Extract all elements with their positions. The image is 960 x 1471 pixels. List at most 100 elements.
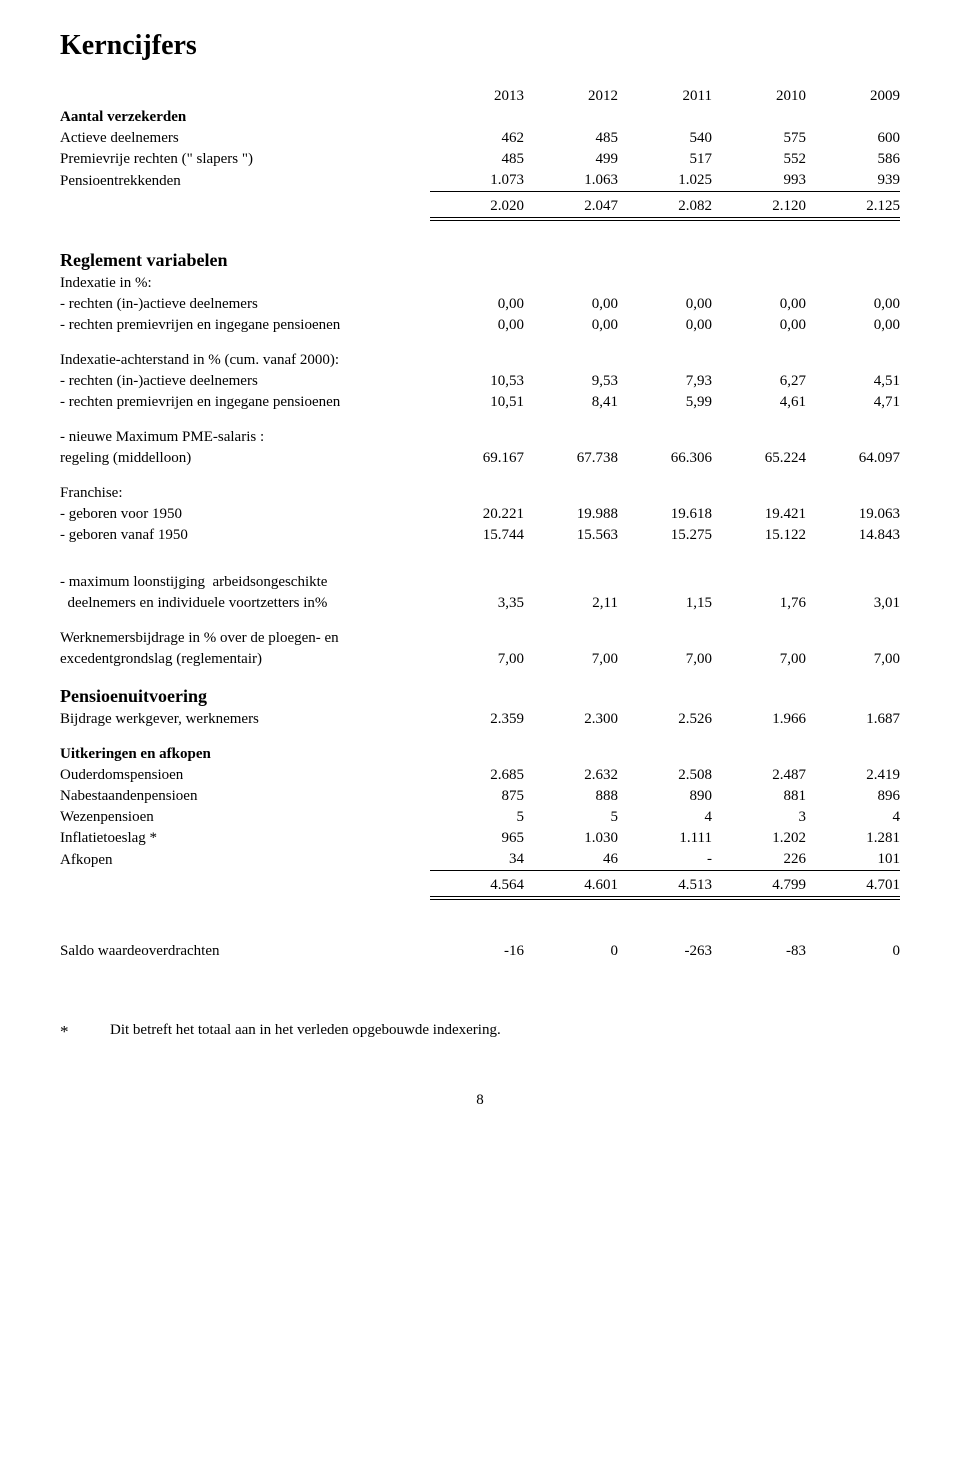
cell: 0,00 xyxy=(524,294,618,315)
cell: 1.687 xyxy=(806,709,900,730)
cell: 15.563 xyxy=(524,525,618,546)
cell: 1.073 xyxy=(430,170,524,192)
cell: -83 xyxy=(712,941,806,962)
row-label: - rechten premievrijen en ingegane pensi… xyxy=(60,392,430,413)
cell: 1,76 xyxy=(712,593,806,614)
row-label: - rechten (in-)actieve deelnemers xyxy=(60,294,430,315)
cell: 0,00 xyxy=(712,294,806,315)
kerncijfers-table: 2013 2012 2011 2010 2009 Aantal verzeker… xyxy=(60,86,900,962)
total-val: 2.020 xyxy=(430,196,524,218)
bijdrage-label: Bijdrage werkgever, werknemers xyxy=(60,709,430,730)
cell: 7,00 xyxy=(618,649,712,670)
cell: 1.202 xyxy=(712,828,806,849)
cell: 0,00 xyxy=(524,315,618,336)
achterstand-label: Indexatie-achterstand in % (cum. vanaf 2… xyxy=(60,350,430,371)
cell: 2.419 xyxy=(806,765,900,786)
table-row: - geboren voor 195020.22119.98819.61819.… xyxy=(60,504,900,525)
year: 2012 xyxy=(524,86,618,107)
cell: 3 xyxy=(712,807,806,828)
cell: 875 xyxy=(430,786,524,807)
row-label: - geboren voor 1950 xyxy=(60,504,430,525)
cell: 888 xyxy=(524,786,618,807)
cell: 46 xyxy=(524,849,618,871)
row-label: - geboren vanaf 1950 xyxy=(60,525,430,546)
cell: 1.030 xyxy=(524,828,618,849)
table-row: Afkopen3446-226101 xyxy=(60,849,900,871)
cell: 7,00 xyxy=(430,649,524,670)
cell: -16 xyxy=(430,941,524,962)
cell: 0,00 xyxy=(618,315,712,336)
table-row: Premievrije rechten (" slapers ")4854995… xyxy=(60,149,900,170)
cell: 0,00 xyxy=(712,315,806,336)
table-row: Actieve deelnemers462485540575600 xyxy=(60,128,900,149)
cell: 881 xyxy=(712,786,806,807)
cell: 67.738 xyxy=(524,448,618,469)
total-val: 4.701 xyxy=(806,875,900,897)
cell: 540 xyxy=(618,128,712,149)
table-row: - rechten premievrijen en ingegane pensi… xyxy=(60,315,900,336)
row-label: Nabestaandenpensioen xyxy=(60,786,430,807)
row-label: Pensioentrekkenden xyxy=(60,170,430,192)
cell: 0,00 xyxy=(806,294,900,315)
cell: 517 xyxy=(618,149,712,170)
cell: 575 xyxy=(712,128,806,149)
table-row: - rechten premievrijen en ingegane pensi… xyxy=(60,392,900,413)
cell: 4,51 xyxy=(806,371,900,392)
cell: 3,01 xyxy=(806,593,900,614)
table-row: - geboren vanaf 195015.74415.56315.27515… xyxy=(60,525,900,546)
cell: 499 xyxy=(524,149,618,170)
loon-label-1: - maximum loonstijging arbeidsongeschikt… xyxy=(60,572,430,593)
cell: -263 xyxy=(618,941,712,962)
cell: 15.744 xyxy=(430,525,524,546)
cell: 2.487 xyxy=(712,765,806,786)
row-label: - rechten premievrijen en ingegane pensi… xyxy=(60,315,430,336)
year: 2011 xyxy=(618,86,712,107)
cell: 15.275 xyxy=(618,525,712,546)
cell: 9,53 xyxy=(524,371,618,392)
cell: 3,35 xyxy=(430,593,524,614)
cell: 890 xyxy=(618,786,712,807)
franchise-label: Franchise: xyxy=(60,483,430,504)
table-row: Pensioentrekkenden1.0731.0631.025993939 xyxy=(60,170,900,192)
cell: 4,61 xyxy=(712,392,806,413)
werk-row: excedentgrondslag (reglementair) 7,00 7,… xyxy=(60,649,900,670)
cell: 2.508 xyxy=(618,765,712,786)
cell: 2,11 xyxy=(524,593,618,614)
cell: 20.221 xyxy=(430,504,524,525)
cell: 8,41 xyxy=(524,392,618,413)
cell: 4 xyxy=(806,807,900,828)
cell: 19.618 xyxy=(618,504,712,525)
cell: 2.685 xyxy=(430,765,524,786)
table-row: Wezenpensioen55434 xyxy=(60,807,900,828)
year-header-row: 2013 2012 2011 2010 2009 xyxy=(60,86,900,107)
cell: 5 xyxy=(524,807,618,828)
year: 2010 xyxy=(712,86,806,107)
cell: 34 xyxy=(430,849,524,871)
cell: 1.025 xyxy=(618,170,712,192)
row-label: Premievrije rechten (" slapers ") xyxy=(60,149,430,170)
footnote-mark: * xyxy=(60,1022,110,1042)
row-label: Actieve deelnemers xyxy=(60,128,430,149)
cell: 7,00 xyxy=(524,649,618,670)
cell: 226 xyxy=(712,849,806,871)
row-label: Wezenpensioen xyxy=(60,807,430,828)
cell: 2.300 xyxy=(524,709,618,730)
loon-label-2: deelnemers en individuele voortzetters i… xyxy=(60,593,430,614)
cell: 6,27 xyxy=(712,371,806,392)
cell: 2.632 xyxy=(524,765,618,786)
cell: 1.281 xyxy=(806,828,900,849)
row-label: Inflatietoeslag * xyxy=(60,828,430,849)
cell: 0 xyxy=(806,941,900,962)
werk-label-1: Werknemersbijdrage in % over de ploegen-… xyxy=(60,628,430,649)
cell: 0 xyxy=(524,941,618,962)
cell: 65.224 xyxy=(712,448,806,469)
cell: 896 xyxy=(806,786,900,807)
cell: 485 xyxy=(430,149,524,170)
bijdrage-row: Bijdrage werkgever, werknemers 2.359 2.3… xyxy=(60,709,900,730)
cell: 939 xyxy=(806,170,900,192)
row-label: Afkopen xyxy=(60,849,430,871)
cell: 15.122 xyxy=(712,525,806,546)
cell: 2.359 xyxy=(430,709,524,730)
cell: 0,00 xyxy=(430,294,524,315)
cell: 101 xyxy=(806,849,900,871)
